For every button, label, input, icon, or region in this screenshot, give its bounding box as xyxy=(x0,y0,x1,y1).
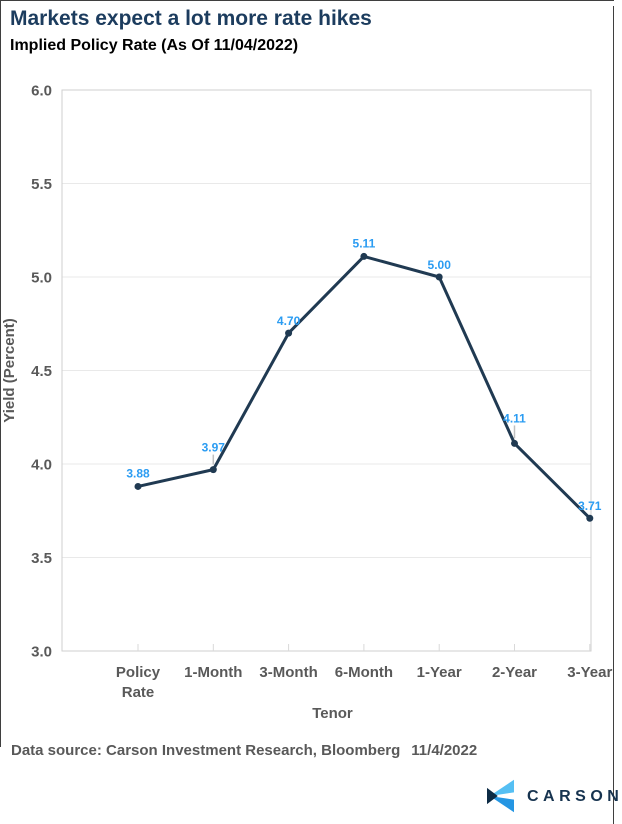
y-tick-label: 3.0 xyxy=(31,644,52,661)
y-tick-label: 6.0 xyxy=(31,83,52,100)
footer: Data source: Carson Investment Research,… xyxy=(11,742,477,759)
carson-wordmark: CARSON xyxy=(527,787,622,805)
x-tick-label: 1-Year xyxy=(417,664,462,681)
data-point-label: 4.70 xyxy=(277,314,301,328)
data-line xyxy=(136,254,592,520)
page-title: Markets expect a lot more rate hikes xyxy=(10,7,372,30)
x-tick-label: 6-Month xyxy=(335,664,393,681)
x-tick-label: Rate xyxy=(122,684,155,701)
data-point xyxy=(435,273,443,281)
x-tick-label: Policy xyxy=(116,664,161,681)
x-tick-label: 2-Year xyxy=(492,664,537,681)
data-point xyxy=(360,252,368,260)
data-point xyxy=(586,514,594,522)
data-point-label: 5.11 xyxy=(353,236,376,250)
x-tick-label: 1-Month xyxy=(184,664,242,681)
y-tick-label: 5.5 xyxy=(31,176,52,193)
data-point xyxy=(285,329,293,337)
y-tick-label: 3.5 xyxy=(31,550,52,567)
data-point-label: 5.00 xyxy=(428,258,452,272)
y-tick-label: 5.0 xyxy=(31,270,52,287)
carson-chevron-icon xyxy=(487,779,514,813)
logo-notch-triangle xyxy=(487,787,498,805)
y-tick-label: 4.0 xyxy=(31,457,52,474)
data-point xyxy=(134,482,142,490)
outer-border-right xyxy=(613,6,614,824)
data-point-label: 3.71 xyxy=(578,499,602,513)
footer-date: 11/4/2022 xyxy=(411,742,478,759)
line-chart: 6.0 5.5 5.0 4.5 4.0 3.5 3.0 Policy Rate 1-Month 3-… xyxy=(1,83,612,723)
data-point xyxy=(209,466,217,474)
chart-subtitle: Implied Policy Rate (As Of 11/04/2022) xyxy=(10,37,299,54)
data-point-label: 3.97 xyxy=(202,441,226,455)
y-tick-label: 4.5 xyxy=(31,363,52,380)
outer-border-top xyxy=(0,0,614,1)
outer-border-left xyxy=(0,0,1,747)
x-axis-title: Tenor xyxy=(312,705,353,722)
x-tick-label: 3-Year xyxy=(567,664,612,681)
y-axis-title: Yield (Percent) xyxy=(1,318,18,422)
logo-top-chevron xyxy=(489,779,514,796)
logo-bottom-chevron xyxy=(489,796,514,813)
data-point-label: 3.88 xyxy=(126,466,150,480)
data-source-text: Data source: Carson Investment Research,… xyxy=(11,742,401,759)
data-point-label: 4.11 xyxy=(503,411,526,425)
x-tick-label: 3-Month xyxy=(259,664,317,681)
carson-logo: CARSON xyxy=(487,778,622,814)
data-point xyxy=(511,439,518,447)
plot-border xyxy=(61,89,592,652)
